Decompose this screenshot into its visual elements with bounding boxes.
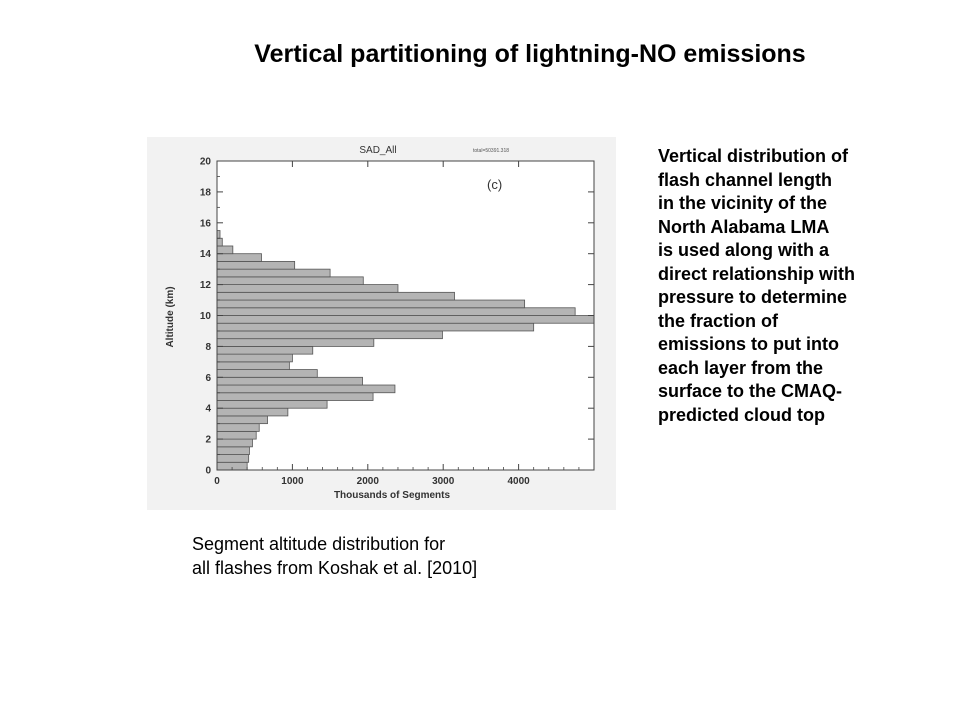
description-line: flash channel length: [658, 169, 833, 190]
histogram-bar: [216, 253, 262, 262]
description-line: North Alabama LMA: [658, 216, 830, 237]
y-tick-label: 10: [200, 311, 212, 322]
histogram-bar: [216, 291, 455, 301]
histogram-bar: [216, 376, 363, 386]
histogram-bar: [216, 315, 595, 324]
y-tick-label: 12: [200, 280, 212, 291]
description-line: surface to the CMAQ-: [658, 381, 843, 401]
y-tick-label: 20: [200, 157, 212, 168]
histogram-bar: [216, 415, 268, 425]
y-tick-label: 4: [205, 404, 211, 415]
histogram-bar: [216, 392, 374, 401]
histogram-bar: [216, 245, 234, 255]
histogram-bar: [216, 330, 443, 340]
x-tick-label: 4000: [507, 476, 530, 487]
y-tick-label: 16: [200, 218, 212, 229]
histogram-figure: 0 1000 2000 3000 4000 0 2 4 6 8 10 12 14 16 18 20 SAD_Al…: [147, 137, 616, 510]
y-tick-label: 18: [200, 187, 212, 198]
histogram-bar: [216, 338, 375, 347]
description-line: pressure to determine: [658, 287, 848, 307]
histogram-bar: [216, 276, 364, 285]
description-line: Vertical distribution of: [658, 146, 849, 166]
caption-line: all flashes from Koshak et al. [2010]: [192, 558, 478, 578]
description-line: in the vicinity of the: [658, 193, 828, 213]
x-axis-label: Thousands of Segments: [334, 490, 451, 501]
histogram-bar: [216, 438, 253, 448]
y-tick-label: 8: [205, 342, 211, 353]
histogram-bar: [216, 384, 396, 394]
chart-corner-note: total=50391.318: [473, 148, 509, 154]
y-tick-label: 14: [200, 249, 212, 260]
description-line: emissions to put into: [658, 334, 840, 354]
description-line: each layer from the: [658, 357, 824, 378]
histogram-bar: [216, 237, 223, 247]
histogram-bar: [216, 268, 331, 278]
histogram-bar: [216, 369, 318, 378]
description-line: predicted cloud top: [658, 404, 826, 425]
description-text: Vertical distribution of flash channel le…: [658, 145, 958, 427]
histogram-bar: [216, 307, 576, 316]
histogram-bar: [216, 284, 399, 293]
histogram-bar: [216, 261, 296, 270]
histogram-bar: [216, 423, 260, 432]
altitude-histogram: 0 1000 2000 3000 4000 0 2 4 6 8 10 12 14 16 18 20 SAD_Al…: [165, 145, 595, 501]
slide-title: Vertical partitioning of lightning-NO em…: [254, 40, 806, 68]
caption-line: Segment altitude distribution for: [192, 534, 446, 554]
histogram-bar: [216, 454, 250, 463]
description-line: the fraction of: [658, 310, 778, 331]
histogram-bar: [216, 299, 526, 309]
x-tick-label: 1000: [281, 476, 304, 487]
histogram-bar: [216, 345, 314, 355]
histogram-bar: [216, 361, 290, 370]
description-line: direct relationship with: [658, 263, 856, 284]
histogram-bar: [216, 446, 250, 455]
histogram-bar: [216, 400, 328, 409]
y-tick-label: 2: [205, 435, 211, 446]
y-tick-label: 0: [205, 466, 211, 477]
chart-annotation: (c): [487, 177, 502, 192]
histogram-bar: [216, 353, 293, 363]
histogram-bar: [216, 322, 535, 332]
chart-title: SAD_All: [359, 145, 396, 156]
x-tick-label: 0: [214, 476, 220, 487]
x-tick-label: 3000: [432, 476, 455, 487]
figure-caption: Segment altitude distribution for all fla…: [192, 532, 612, 580]
y-tick-label: 6: [205, 373, 211, 384]
y-axis-label: Altitude (km): [165, 286, 176, 347]
description-line: is used along with a: [658, 240, 830, 260]
x-tick-label: 2000: [357, 476, 380, 487]
histogram-bar: [216, 430, 257, 440]
histogram-bar: [216, 407, 289, 417]
